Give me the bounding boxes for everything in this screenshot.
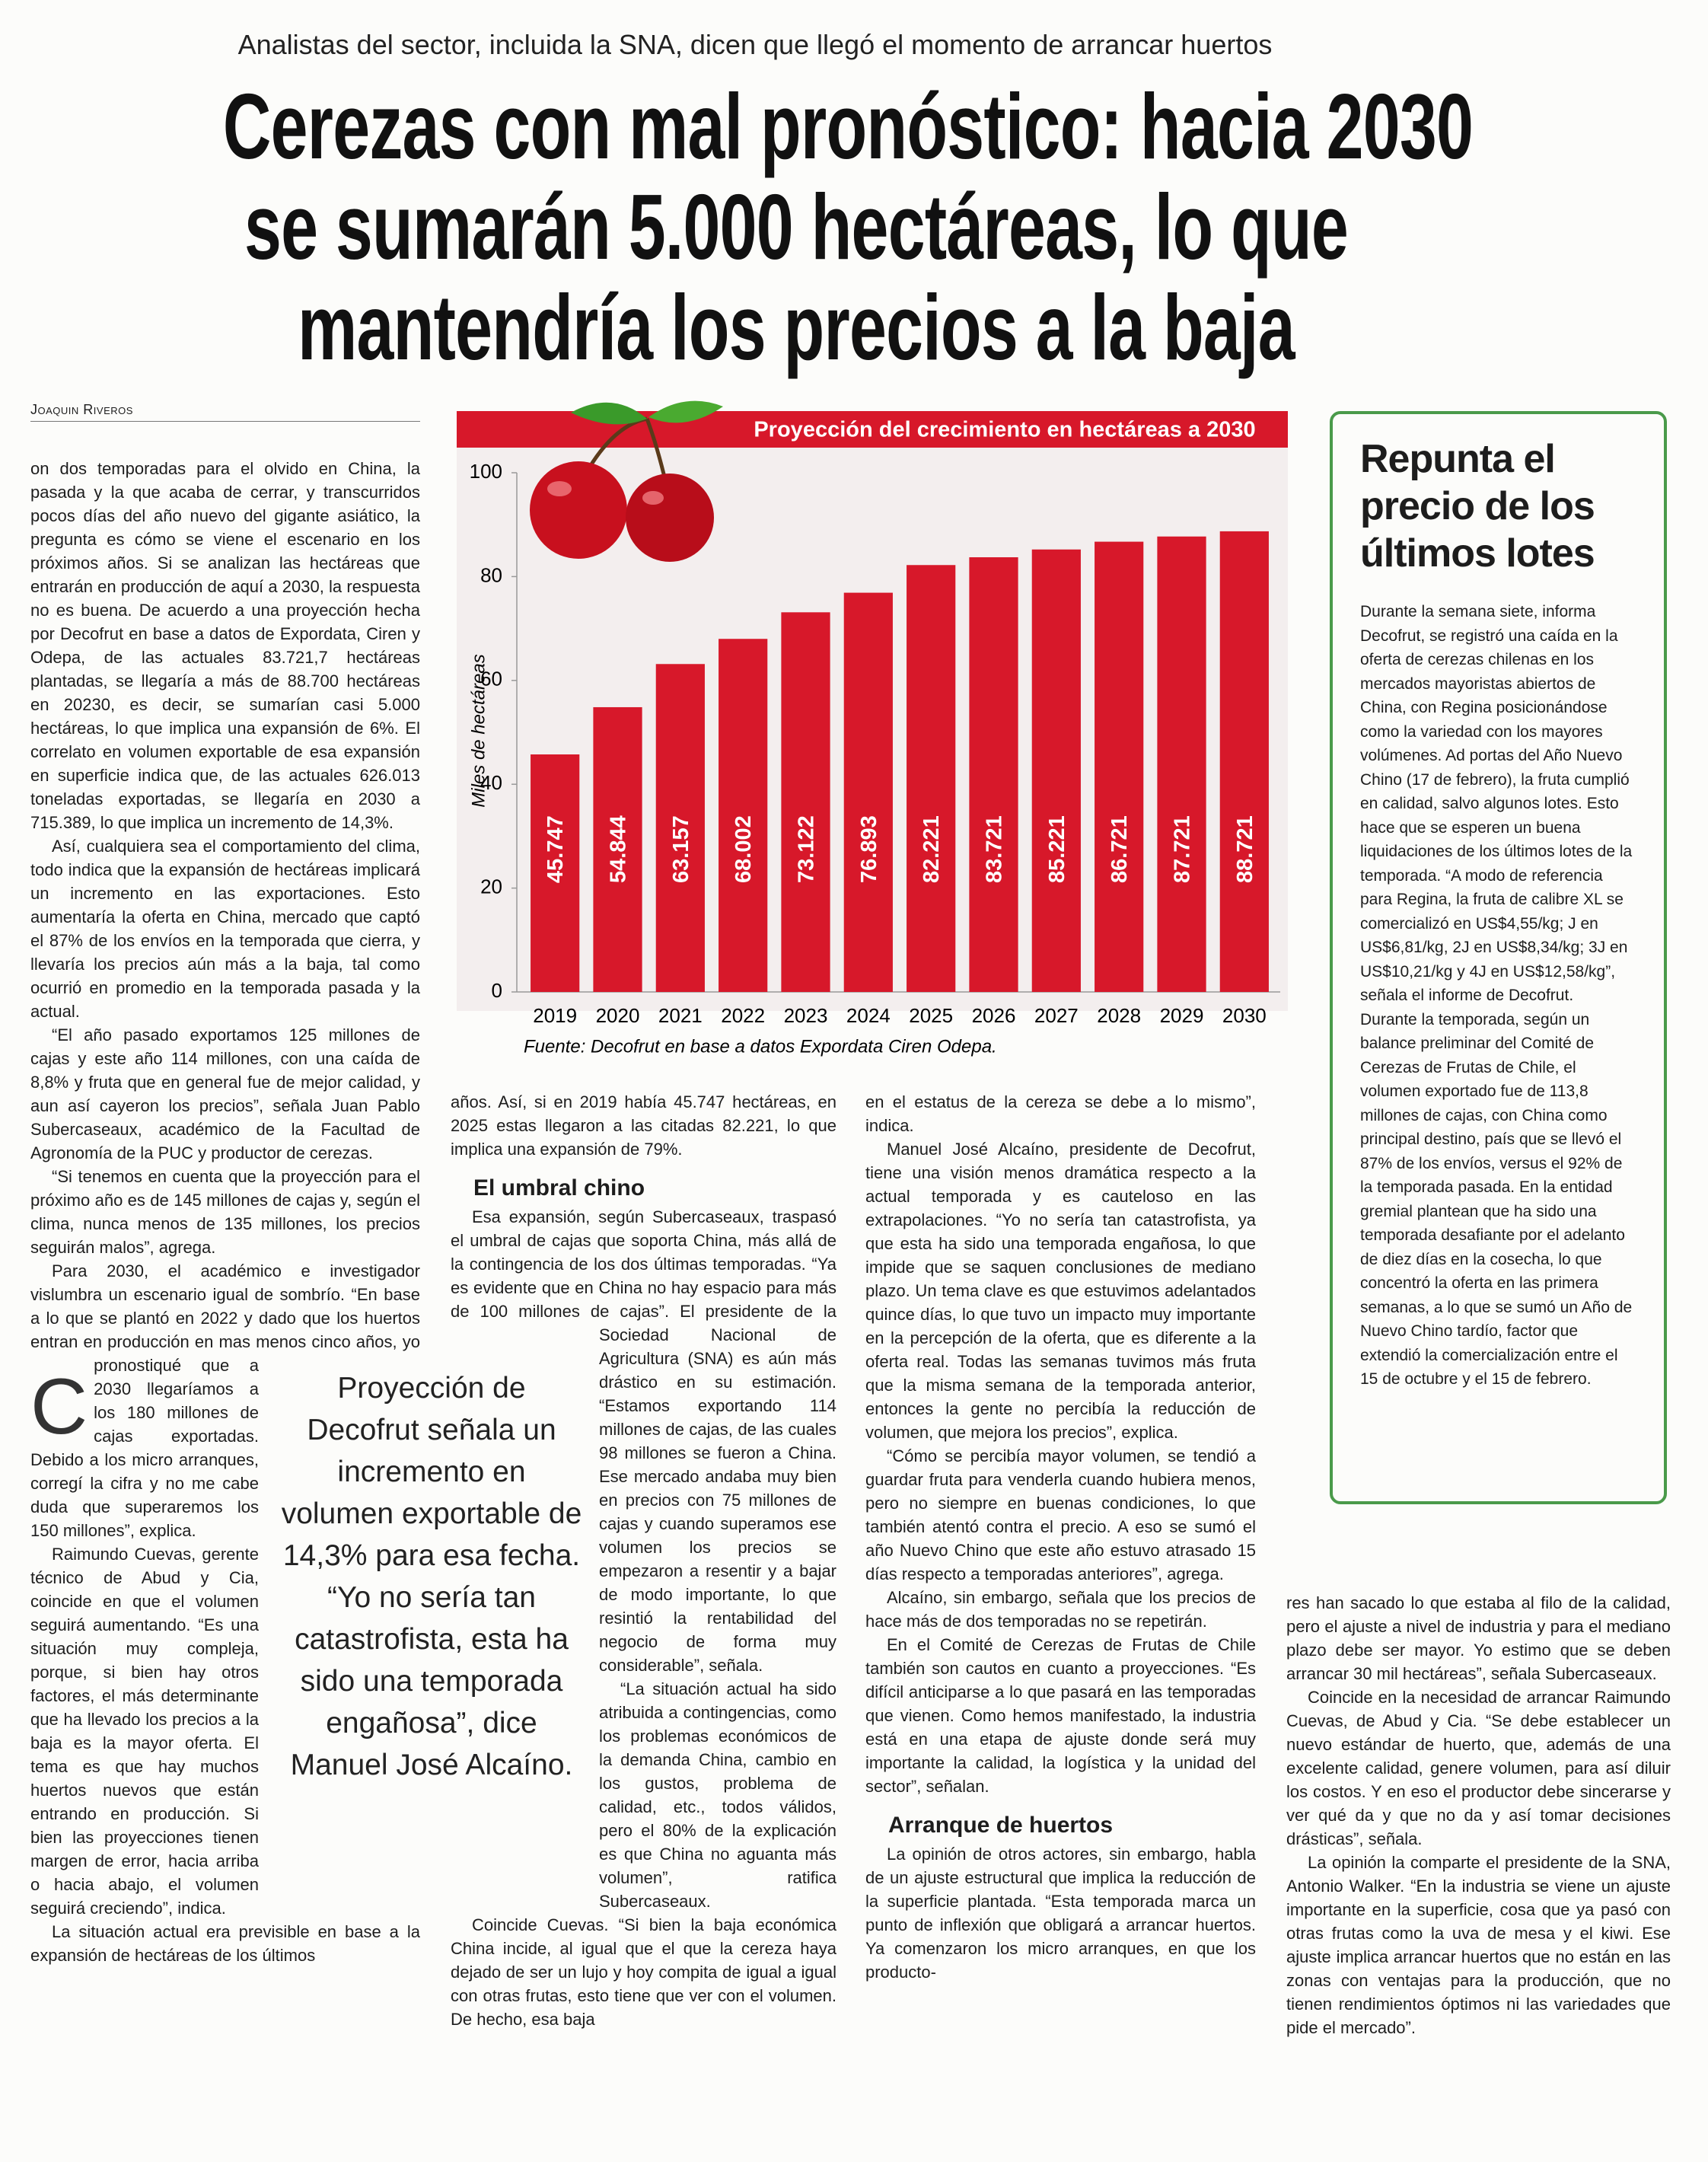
paragraph: Coincide en la necesidad de arrancar Rai… <box>1286 1688 1671 1848</box>
subheading: El umbral chino <box>473 1175 645 1201</box>
paragraph: Para 2030, el académico e investigador v… <box>30 1261 420 1540</box>
x-tick-label: 2021 <box>658 1004 703 1027</box>
value-label: 87.721 <box>1171 815 1195 883</box>
x-tick-label: 2027 <box>1034 1004 1079 1027</box>
value-label: 45.747 <box>543 815 568 883</box>
paragraph: Con dos temporadas para el olvido en Chi… <box>30 459 420 1451</box>
value-label: 82.221 <box>919 815 944 883</box>
headline-line: se sumarán 5.000 hectáreas, lo que <box>244 175 1349 279</box>
bar <box>531 754 580 992</box>
y-tick-label: 40 <box>480 771 502 794</box>
headline-line: Cerezas con mal pronóstico: hacia 2030 <box>222 75 1474 178</box>
y-tick-label: 80 <box>480 563 502 586</box>
paragraph: res han sacado lo que estaba al filo de … <box>1286 1593 1671 1683</box>
bar <box>1219 531 1269 992</box>
pull-quote: Proyección de Decofrut señala un increme… <box>281 1372 582 1781</box>
value-label: 73.122 <box>795 815 819 883</box>
paragraph: Esa expansión, según Subercaseaux, trasp… <box>451 1207 836 1675</box>
value-label: 54.844 <box>607 815 631 883</box>
chart: Proyección del crecimiento en hectáreas … <box>457 400 1288 1057</box>
x-tick-label: 2023 <box>784 1004 828 1027</box>
x-tick-label: 2028 <box>1097 1004 1141 1027</box>
bar <box>593 706 642 992</box>
y-tick-label: 100 <box>470 460 502 483</box>
cherry-leaf <box>648 400 723 423</box>
paragraph: Raimundo Cuevas, gerente técnico de Abud… <box>30 1545 259 1918</box>
value-label: 88.721 <box>1233 815 1257 883</box>
chart-source: Fuente: Decofrut en base a datos Exporda… <box>524 1036 997 1057</box>
sidebar-title: Repunta el precio de los últimos lotes <box>1360 437 1595 576</box>
paragraph: La opinión de otros actores, sin embargo… <box>865 1845 1256 1982</box>
value-label: 76.893 <box>857 815 881 883</box>
text-column: Con dos temporadas para el olvido en Chi… <box>30 457 420 2124</box>
y-tick-label: 20 <box>480 875 502 898</box>
y-tick-label: 0 <box>492 979 502 1002</box>
x-tick-label: 2026 <box>972 1004 1016 1027</box>
sidebar-box: Repunta el precio de los últimos lotes D… <box>1330 411 1667 1504</box>
paragraph: En el Comité de Cerezas de Frutas de Chi… <box>865 1635 1256 1796</box>
cherry-leaf <box>571 402 647 425</box>
bar <box>843 592 893 992</box>
paragraph: en el estatus de la cereza se debe a lo … <box>865 1092 1256 1135</box>
x-tick-label: 2022 <box>721 1004 765 1027</box>
bar <box>1031 549 1081 992</box>
bar <box>655 664 705 992</box>
sidebar-body: Durante la semana siete, informa Decofru… <box>1360 600 1638 1392</box>
bar <box>781 612 830 992</box>
paragraph: “Cómo se percibía mayor volumen, se tend… <box>865 1446 1256 1583</box>
paragraph: “El año pasado exportamos 125 millones d… <box>30 1025 420 1162</box>
text-column: res han sacado lo que estaba al filo de … <box>1286 1591 1671 2124</box>
paragraph: Manuel José Alcaíno, presidente de Decof… <box>865 1140 1256 1442</box>
x-tick-label: 2025 <box>909 1004 953 1027</box>
x-tick-label: 2030 <box>1222 1004 1267 1027</box>
value-label: 68.002 <box>731 815 756 883</box>
value-label: 83.721 <box>983 815 1007 883</box>
y-axis-label: Miles de hectáreas <box>468 654 489 807</box>
byline: Joaquin Riveros <box>30 402 420 422</box>
text-column: años. Así, si en 2019 había 45.747 hectá… <box>451 1090 836 2124</box>
sidebar-paragraph: Durante la temporada, según un balance p… <box>1360 1010 1633 1389</box>
text-column: en el estatus de la cereza se debe a lo … <box>865 1090 1256 2124</box>
paragraph: Coincide Cuevas. “Si bien la baja económ… <box>451 1915 836 2029</box>
cherries-illustration <box>530 400 723 562</box>
chart-title: Proyección del crecimiento en hectáreas … <box>754 418 1255 442</box>
paragraph: La opinión la comparte el presidente de … <box>1286 1853 1671 2037</box>
y-tick-label: 60 <box>480 668 502 690</box>
bar <box>969 557 1018 992</box>
kicker: Analistas del sector, incluida la SNA, d… <box>237 29 1273 60</box>
bar <box>719 639 768 992</box>
bar <box>1095 541 1144 992</box>
cherry <box>626 474 714 562</box>
cherry <box>530 461 627 559</box>
headline: Cerezas con mal pronóstico: hacia 2030 se… <box>0 76 1592 378</box>
cherry-highlight <box>547 481 572 496</box>
cherry-highlight <box>642 491 664 505</box>
paragraph: Así, cualquiera sea el comportamiento de… <box>30 837 420 1021</box>
value-label: 85.221 <box>1045 815 1069 883</box>
x-tick-label: 2029 <box>1160 1004 1204 1027</box>
x-tick-label: 2024 <box>846 1004 891 1027</box>
subheading: Arranque de huertos <box>888 1813 1114 1838</box>
paragraph: “La situación actual ha sido atribuida a… <box>599 1679 836 1911</box>
paragraph: Alcaíno, sin embargo, señala que los pre… <box>865 1588 1256 1631</box>
paragraph: La situación actual era previsible en ba… <box>30 1922 420 1965</box>
paragraph: años. Así, si en 2019 había 45.747 hectá… <box>451 1092 836 1159</box>
value-label: 63.157 <box>669 815 693 883</box>
bar <box>1157 536 1206 992</box>
headline-line: mantendría los precios a la baja <box>298 276 1295 379</box>
x-tick-label: 2020 <box>596 1004 640 1027</box>
x-tick-label: 2019 <box>533 1004 577 1027</box>
bar <box>907 565 956 992</box>
sidebar-paragraph: Durante la semana siete, informa Decofru… <box>1360 603 1633 1004</box>
value-label: 86.721 <box>1107 815 1132 883</box>
paragraph: “Si tenemos en cuenta que la proyección … <box>30 1167 420 1257</box>
